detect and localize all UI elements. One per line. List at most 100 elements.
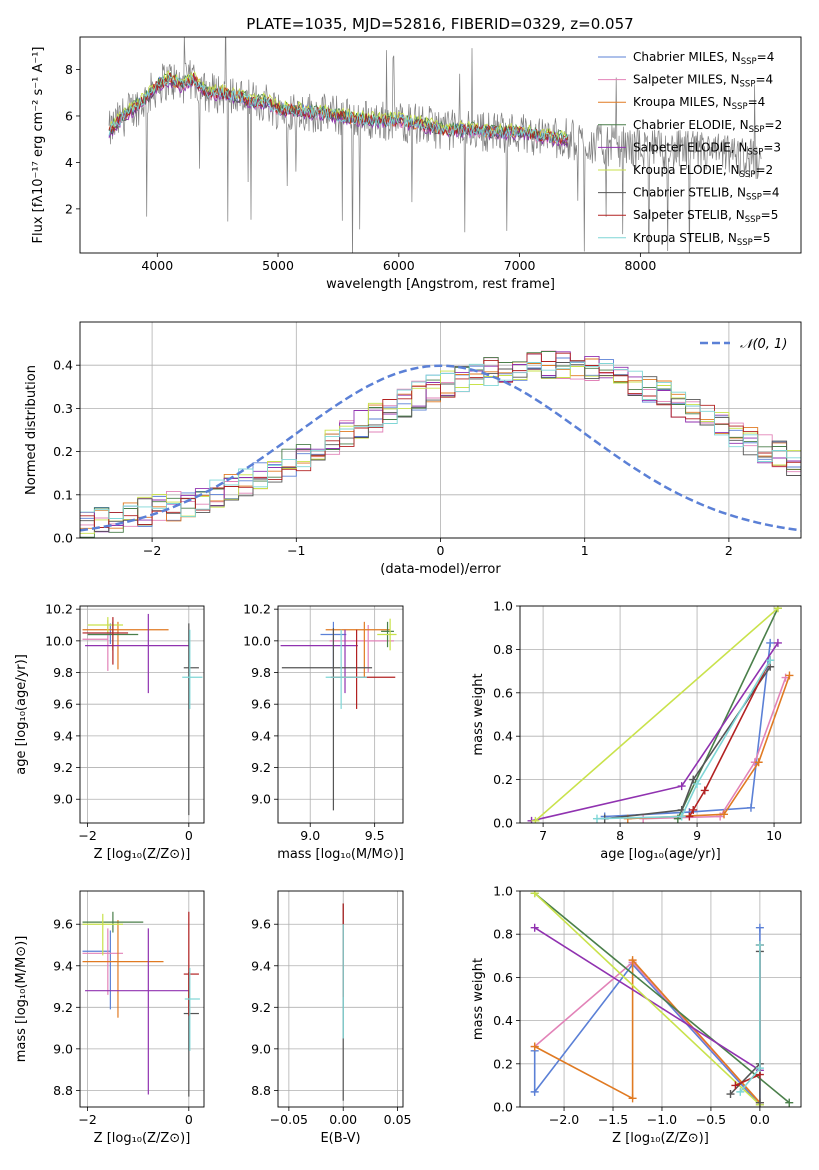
y-tick-label: 9.4	[251, 958, 271, 973]
y-tick-label: 9.2	[251, 760, 271, 775]
weight-series-0	[533, 927, 761, 1107]
weight-marker	[530, 1042, 539, 1051]
weight-series-6	[729, 951, 761, 1103]
x-tick-label: 0.05	[384, 1112, 412, 1127]
errorbar-point-7	[82, 617, 129, 665]
y-tick-label: 10.2	[45, 602, 73, 617]
x-tick-label: −2.0	[549, 1112, 579, 1127]
frame-spectrum	[79, 36, 802, 254]
x-tick-label: −0.5	[696, 1112, 726, 1127]
x-axis-label: Z [log₁₀(Z/Z⊙)]	[612, 1131, 709, 1146]
y-tick-label: 0.0	[493, 816, 513, 831]
x-tick-label: −2	[78, 1112, 96, 1127]
x-tick-label: 0	[437, 543, 445, 558]
histogram-step-4	[80, 351, 801, 533]
y-tick-label: 8	[65, 62, 73, 77]
y-axis-label: mass weight	[471, 958, 486, 1040]
x-tick-label: 7	[539, 828, 547, 843]
weight-marker	[530, 891, 539, 898]
weight-series-5	[534, 607, 779, 822]
y-tick-label: 0.2	[493, 1056, 513, 1071]
weight-series-3	[677, 607, 779, 820]
errorbars	[82, 613, 203, 816]
weight-marker	[755, 1064, 764, 1073]
x-tick-label: 0.00	[329, 1112, 357, 1127]
legend-label: Kroupa STELIB, NSSP=5	[633, 231, 771, 248]
errorbar-point-6	[281, 628, 373, 811]
y-tick-label: 0.4	[53, 358, 73, 373]
weight-marker	[755, 941, 764, 949]
y-tick-label: 1.0	[493, 599, 513, 614]
weight-lines	[530, 891, 794, 1107]
errorbar-point-3	[82, 911, 144, 933]
legend-label: 𝒩(0, 1)	[740, 337, 787, 352]
weight-series-1	[534, 961, 761, 1104]
x-tick-label: 9.5	[365, 828, 385, 843]
y-tick-label: 9.4	[53, 958, 73, 973]
axes-age-vs-mass: 9.0 9.5 9.0 9.2 9.4 9.6 9.8 10.0 10.2 mass [log₁₀…	[243, 602, 404, 862]
y-tick-label: 0.2	[53, 444, 73, 459]
weight-marker	[726, 1090, 735, 1099]
axes-weight-vs-Z: −2.0 −1.5 −1.0 −0.5 0.0 0.0 0.2 0.4 0.6 0.8 1.0 Z […	[471, 884, 801, 1146]
y-tick-label: 9.0	[53, 792, 73, 807]
weight-marker	[785, 1098, 794, 1107]
histogram-step-6	[80, 362, 801, 532]
weight-marker	[628, 1094, 637, 1103]
histograms	[80, 350, 801, 538]
weight-series-5	[534, 892, 761, 1106]
y-tick-label: 9.2	[53, 760, 73, 775]
x-tick-label: −2	[143, 543, 161, 558]
errorbar-point-1	[329, 625, 394, 673]
weight-marker	[755, 1098, 764, 1107]
x-tick-label: 10	[766, 828, 782, 843]
errorbar-point-2	[325, 621, 391, 678]
frame-weight-vs-Z	[519, 890, 802, 1108]
y-tick-label: 0.3	[53, 401, 73, 416]
x-tick-label: 2	[725, 543, 733, 558]
weight-series-7	[688, 659, 771, 817]
legend-label: Kroupa MILES, NSSP=4	[633, 95, 765, 112]
x-axis-label: Z [log₁₀(Z/Z⊙)]	[94, 847, 191, 862]
axes-residuals: −2 −1 0 1 2 0.0 0.1 0.2 0.3 0.4 (data-model)/error…	[24, 322, 801, 577]
axes-weight-vs-age: 7 8 9 10 0.0 0.2 0.4 0.6 0.8 1.0 age [log₁₀(age/yr…	[471, 599, 801, 862]
weight-marker	[754, 758, 763, 767]
y-tick-label: 0.8	[493, 642, 513, 657]
y-tick-label: 9.6	[53, 697, 73, 712]
axes-mass-vs-Z: −2 0 8.8 9.0 9.2 9.4 9.6 Z [log₁₀(Z/Z⊙)] mass [l…	[14, 891, 204, 1146]
weight-marker	[530, 923, 539, 932]
errorbar-point-8	[325, 629, 367, 709]
weight-marker	[693, 779, 702, 788]
errorbar-point-5	[82, 913, 124, 956]
frame-mass-vs-EBV	[277, 890, 404, 1108]
legend-label: Chabrier ELODIE, NSSP=2	[633, 118, 782, 135]
errorbars	[82, 911, 200, 1097]
spectrum-legend: Chabrier MILES, NSSP=4 Salpeter MILES, NS…	[598, 50, 782, 248]
y-axis-label: age [log₁₀(age/yr)]	[14, 654, 29, 775]
y-tick-label: 9.6	[53, 917, 73, 932]
figure-title: PLATE=1035, MJD=52816, FIBERID=0329, z=0…	[246, 15, 633, 33]
x-tick-label: 1	[581, 543, 589, 558]
observed-spectrum	[108, 37, 762, 253]
y-tick-label: 9.0	[251, 792, 271, 807]
y-tick-label: 0.1	[53, 487, 73, 502]
y-tick-label: 9.6	[251, 917, 271, 932]
errorbar-point-7	[183, 911, 199, 1016]
y-tick-label: 0.0	[493, 1100, 513, 1115]
y-tick-label: 8.8	[53, 1083, 73, 1098]
gaussian-curve	[80, 364, 801, 532]
x-tick-label: 5000	[262, 258, 294, 273]
weight-marker	[531, 816, 540, 823]
errorbar-point-4	[85, 613, 189, 694]
x-axis-label: Z [log₁₀(Z/Z⊙)]	[94, 1131, 191, 1146]
y-tick-label: 9.2	[251, 1000, 271, 1015]
weight-series-0	[604, 642, 771, 818]
weight-marker	[720, 810, 729, 819]
weight-marker	[736, 1087, 745, 1096]
errorbar-point-8	[182, 629, 203, 709]
y-tick-label: 9.6	[251, 697, 271, 712]
axes-age-vs-Z: −2 0 9.0 9.2 9.4 9.6 9.8 10.0 10.2 Z [log₁₀(Z/Z⊙)…	[14, 602, 204, 862]
y-tick-label: 0.4	[493, 1013, 513, 1028]
y-axis-label: mass weight	[471, 673, 486, 755]
weight-marker	[689, 805, 698, 814]
